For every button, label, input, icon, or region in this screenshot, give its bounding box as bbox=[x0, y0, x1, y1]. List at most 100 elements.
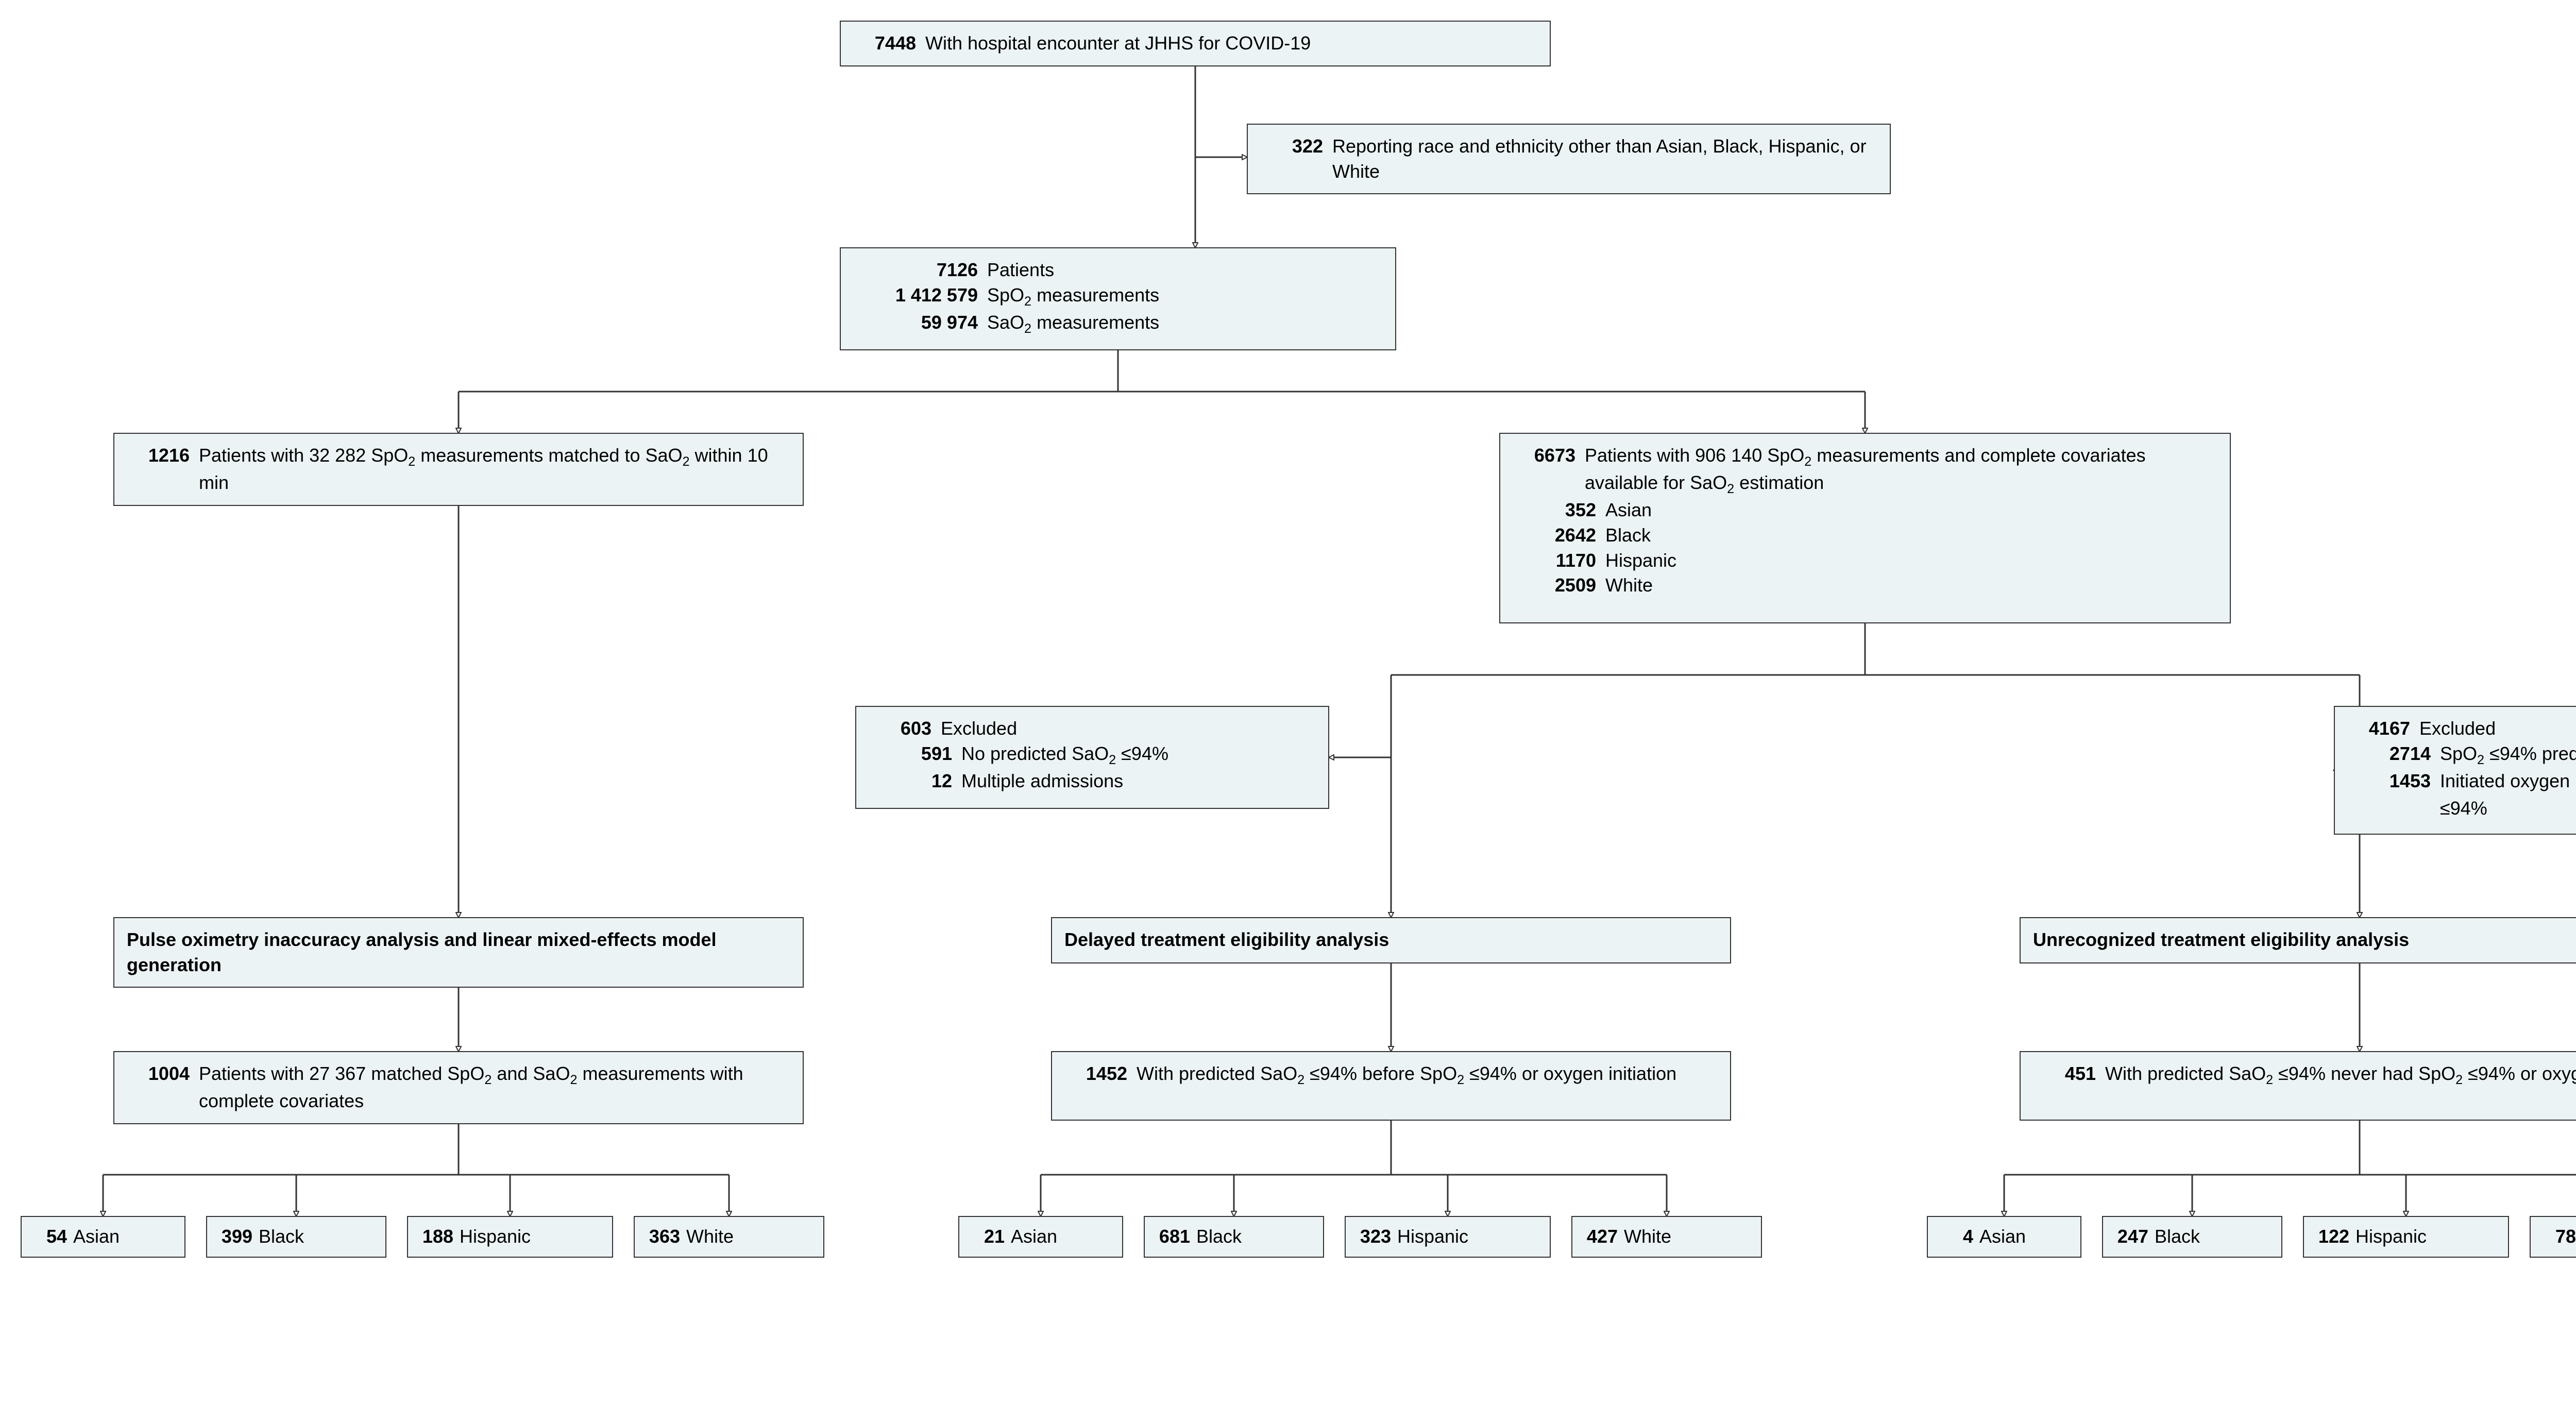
leaf-count: 323 bbox=[1356, 1224, 1397, 1249]
leaf-label: White bbox=[1624, 1226, 1671, 1247]
row-label: With predicted SaO2 ≤94% before SpO2 ≤94… bbox=[1137, 1061, 1718, 1089]
node-row: 4167Excluded bbox=[2347, 716, 2576, 741]
node-n7: 4167Excluded2714SpO2 ≤94% predicted SaO2… bbox=[2334, 706, 2576, 835]
row-label: Initiated oxygen before predicted SaO2 ≤… bbox=[2440, 769, 2576, 821]
leaf-count: 78 bbox=[2541, 1224, 2576, 1249]
row-count: 1452 bbox=[1064, 1061, 1137, 1089]
node-row: 1004Patients with 27 367 matched SpO2 an… bbox=[127, 1061, 790, 1114]
row-label: Patients with 32 282 SpO2 measurements m… bbox=[199, 443, 790, 496]
node-row: 603Excluded bbox=[869, 716, 1316, 741]
leaf-count: 363 bbox=[645, 1224, 686, 1249]
row-label: With predicted SaO2 ≤94% never had SpO2 … bbox=[2105, 1061, 2576, 1089]
node-header: Pulse oximetry inaccuracy analysis and l… bbox=[127, 927, 790, 977]
row-count: 7126 bbox=[853, 258, 987, 283]
node-n11: 1004Patients with 27 367 matched SpO2 an… bbox=[113, 1051, 804, 1124]
leaf-label: Asian bbox=[1979, 1226, 2026, 1247]
row-label: SpO2 measurements bbox=[987, 283, 1383, 310]
row-label: Excluded bbox=[2419, 716, 2576, 741]
node-row: 59 974SaO2 measurements bbox=[853, 310, 1383, 337]
node-row: 7126Patients bbox=[853, 258, 1383, 283]
node-row: 1452With predicted SaO2 ≤94% before SpO2… bbox=[1064, 1061, 1718, 1089]
row-count: 1216 bbox=[127, 443, 199, 496]
row-count: 1 412 579 bbox=[853, 283, 987, 310]
node-row: 1453Initiated oxygen before predicted Sa… bbox=[2368, 769, 2576, 821]
row-count: 7448 bbox=[853, 31, 925, 56]
node-L5: 21Asian bbox=[958, 1216, 1123, 1258]
row-count: 1004 bbox=[127, 1061, 199, 1114]
node-row: 1216Patients with 32 282 SpO2 measuremen… bbox=[127, 443, 790, 496]
leaf-label: Asian bbox=[73, 1226, 120, 1247]
node-row: 2714SpO2 ≤94% predicted SaO2 <94% bbox=[2368, 741, 2576, 769]
node-n8: Pulse oximetry inaccuracy analysis and l… bbox=[113, 917, 804, 988]
row-count: 4167 bbox=[2347, 716, 2419, 741]
leaf-label: Black bbox=[1196, 1226, 1242, 1247]
row-count: 2642 bbox=[1533, 523, 1605, 548]
flowchart-diagram: 7448With hospital encounter at JHHS for … bbox=[21, 21, 2576, 1400]
leaf-label: Black bbox=[259, 1226, 304, 1247]
node-row: 6673Patients with 906 140 SpO2 measureme… bbox=[1513, 443, 2217, 498]
row-label: Black bbox=[1605, 523, 2217, 548]
node-n1: 7448With hospital encounter at JHHS for … bbox=[840, 21, 1551, 66]
node-L4: 363White bbox=[634, 1216, 824, 1258]
node-row: 1 412 579SpO2 measurements bbox=[853, 283, 1383, 310]
leaf-label: Black bbox=[2155, 1226, 2200, 1247]
node-row: 7448With hospital encounter at JHHS for … bbox=[853, 31, 1537, 56]
leaf-count: 399 bbox=[217, 1224, 259, 1249]
leaf-count: 21 bbox=[970, 1224, 1011, 1249]
node-row: 591No predicted SaO2 ≤94% bbox=[889, 741, 1316, 769]
node-L6: 681Black bbox=[1144, 1216, 1324, 1258]
row-count: 59 974 bbox=[853, 310, 987, 337]
leaf-label: Hispanic bbox=[460, 1226, 531, 1247]
node-n12: 1452With predicted SaO2 ≤94% before SpO2… bbox=[1051, 1051, 1731, 1121]
leaf-count: 54 bbox=[32, 1224, 73, 1249]
leaf-count: 427 bbox=[1583, 1224, 1624, 1249]
node-L2: 399Black bbox=[206, 1216, 386, 1258]
node-n9: Delayed treatment eligibility analysis bbox=[1051, 917, 1731, 963]
row-label: Excluded bbox=[941, 716, 1316, 741]
row-label: Patients with 906 140 SpO2 measurements … bbox=[1585, 443, 2217, 498]
node-n2: 322Reporting race and ethnicity other th… bbox=[1247, 124, 1891, 194]
row-label: SpO2 ≤94% predicted SaO2 <94% bbox=[2440, 741, 2576, 769]
leaf-count: 681 bbox=[1155, 1224, 1196, 1249]
node-header: Delayed treatment eligibility analysis bbox=[1064, 927, 1718, 953]
node-n3: 7126Patients1 412 579SpO2 measurements59… bbox=[840, 247, 1396, 350]
node-L7: 323Hispanic bbox=[1345, 1216, 1551, 1258]
leaf-count: 247 bbox=[2113, 1224, 2155, 1249]
row-label: SaO2 measurements bbox=[987, 310, 1383, 337]
leaf-count: 4 bbox=[1938, 1224, 1979, 1249]
row-count: 2714 bbox=[2368, 741, 2440, 769]
row-label: Reporting race and ethnicity other than … bbox=[1332, 134, 1877, 184]
node-row: 1170Hispanic bbox=[1533, 548, 2217, 573]
leaf-label: White bbox=[686, 1226, 734, 1247]
row-label: Patients bbox=[987, 258, 1383, 283]
row-count: 12 bbox=[889, 769, 961, 794]
row-count: 591 bbox=[889, 741, 961, 769]
leaf-count: 122 bbox=[2314, 1224, 2355, 1249]
row-count: 322 bbox=[1260, 134, 1332, 184]
leaf-label: Hispanic bbox=[1397, 1226, 1468, 1247]
row-count: 603 bbox=[869, 716, 941, 741]
row-count: 1170 bbox=[1533, 548, 1605, 573]
node-L1: 54Asian bbox=[21, 1216, 185, 1258]
row-label: Hispanic bbox=[1605, 548, 2217, 573]
node-L9: 4Asian bbox=[1927, 1216, 2081, 1258]
node-header: Unrecognized treatment eligibility analy… bbox=[2033, 927, 2576, 953]
leaf-count: 188 bbox=[418, 1224, 460, 1249]
node-n4: 1216Patients with 32 282 SpO2 measuremen… bbox=[113, 433, 804, 506]
node-row: 352Asian bbox=[1533, 498, 2217, 523]
node-L8: 427White bbox=[1571, 1216, 1762, 1258]
leaf-label: Asian bbox=[1011, 1226, 1057, 1247]
node-row: 2642Black bbox=[1533, 523, 2217, 548]
node-row: 12Multiple admissions bbox=[889, 769, 1316, 794]
row-count: 6673 bbox=[1513, 443, 1585, 498]
node-n10: Unrecognized treatment eligibility analy… bbox=[2020, 917, 2576, 963]
node-n6: 603Excluded591No predicted SaO2 ≤94%12Mu… bbox=[855, 706, 1329, 809]
row-count: 2509 bbox=[1533, 573, 1605, 598]
node-L11: 122Hispanic bbox=[2303, 1216, 2509, 1258]
node-L12: 78White bbox=[2530, 1216, 2576, 1258]
node-row: 322Reporting race and ethnicity other th… bbox=[1260, 134, 1877, 184]
node-L10: 247Black bbox=[2102, 1216, 2282, 1258]
row-label: White bbox=[1605, 573, 2217, 598]
leaf-label: Hispanic bbox=[2355, 1226, 2427, 1247]
row-label: Multiple admissions bbox=[961, 769, 1316, 794]
